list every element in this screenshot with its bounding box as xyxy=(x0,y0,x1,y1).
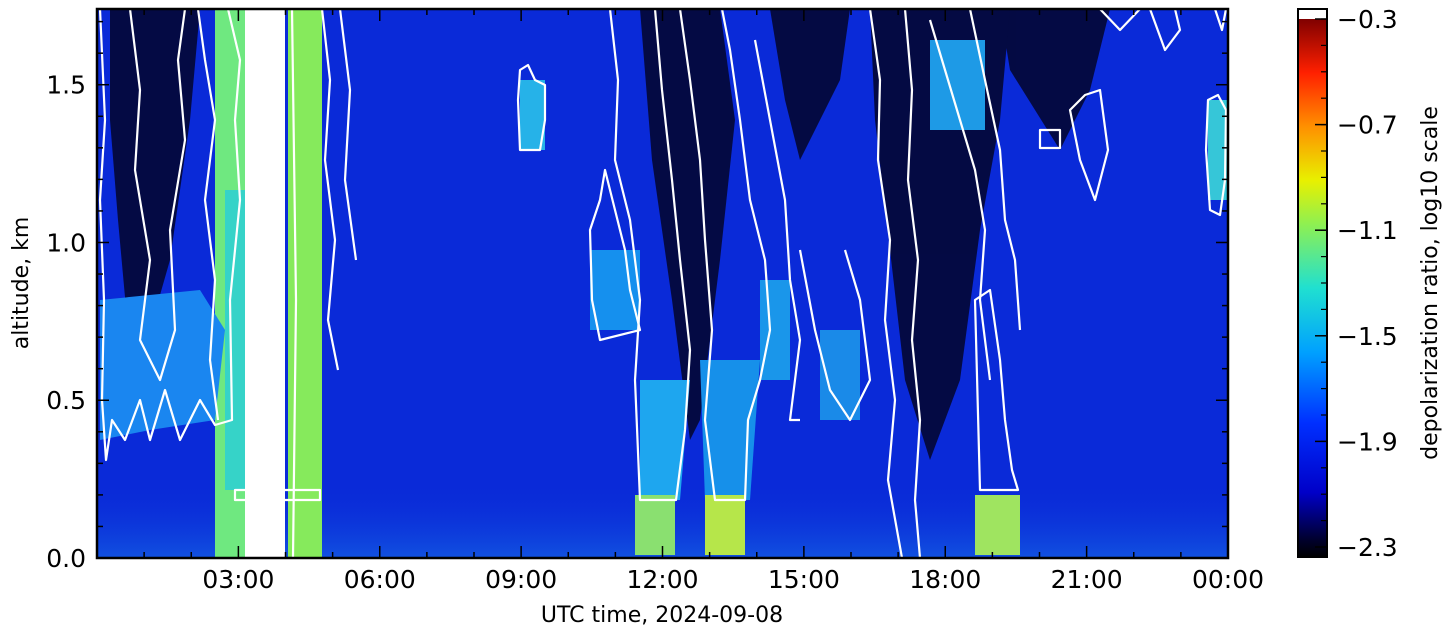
cloud-region xyxy=(930,40,985,130)
colorbar-tick-label: −0.7 xyxy=(1337,111,1398,140)
contour xyxy=(516,63,547,152)
x-tick-label: 12:00 xyxy=(626,565,698,594)
contour xyxy=(608,9,692,502)
contour xyxy=(753,39,802,422)
cloud-region xyxy=(820,330,860,420)
cloud-region xyxy=(635,495,675,555)
contour xyxy=(250,9,260,558)
y-axis-label: altitude, km xyxy=(9,217,34,350)
colorbar-tick-label: −2.3 xyxy=(1337,533,1398,562)
contour xyxy=(98,9,242,462)
contour xyxy=(320,9,340,371)
y-tick-label: 1.5 xyxy=(46,71,86,100)
cloud-region xyxy=(640,380,690,500)
colorbar-tick-label: −1.1 xyxy=(1337,216,1398,245)
colorbar: −0.3 −0.7 −1.1 −1.5 −1.9 −2.3 depolarization … xyxy=(1297,5,1443,562)
cloud-region xyxy=(1208,100,1228,200)
dark-region xyxy=(110,9,200,330)
contour xyxy=(196,9,220,421)
contour xyxy=(973,288,1020,492)
colorbar-tick-label: −0.3 xyxy=(1337,5,1398,34)
colorbar-tick-label: −1.9 xyxy=(1337,427,1398,456)
saturated-region xyxy=(245,9,285,558)
contour xyxy=(1213,9,1228,32)
cloud-region xyxy=(100,290,225,440)
x-tick-label: 00:00 xyxy=(1192,565,1264,594)
contour xyxy=(290,9,298,558)
x-tick-label: 15:00 xyxy=(768,565,840,594)
cloud-region xyxy=(760,280,790,380)
x-tick-label: 09:00 xyxy=(485,565,557,594)
contour xyxy=(588,168,642,342)
y-tick-label: 0.0 xyxy=(46,544,86,573)
contour xyxy=(1148,9,1182,52)
contour xyxy=(1204,93,1228,217)
contour xyxy=(968,9,1022,331)
dark-region xyxy=(640,9,735,440)
contour xyxy=(1068,88,1110,202)
contour xyxy=(128,9,187,382)
cloud-mask-contours xyxy=(98,9,1228,558)
contour xyxy=(903,9,922,558)
x-tick-label: 03:00 xyxy=(202,565,274,594)
colorbar-gradient xyxy=(1298,19,1327,557)
x-tick-label: 18:00 xyxy=(909,565,981,594)
colorbar-tick-label: −1.5 xyxy=(1337,322,1398,351)
dark-region xyxy=(1000,9,1110,150)
y-axis: 0.0 0.5 1.0 1.5 xyxy=(46,20,1228,573)
contour xyxy=(1038,128,1062,150)
colorbar-ticks: −0.3 −0.7 −1.1 −1.5 −1.9 −2.3 xyxy=(1315,5,1398,562)
contour xyxy=(276,9,284,558)
contour xyxy=(233,488,322,502)
dark-region xyxy=(770,9,850,160)
cloud-region xyxy=(700,360,760,500)
cloud-region xyxy=(590,250,640,330)
plot-area xyxy=(97,9,1228,558)
colorbar-label: depolarization ratio, log10 scale xyxy=(1418,106,1443,460)
contour xyxy=(928,19,992,381)
contour xyxy=(1099,9,1141,32)
cloud-region xyxy=(520,80,545,150)
x-axis: 03:00 06:00 09:00 12:00 15:00 18:00 21:00 00:00 xyxy=(143,9,1264,594)
contour xyxy=(798,249,872,422)
cloud-region xyxy=(705,495,745,555)
colorbar-over-max xyxy=(1298,9,1327,19)
x-axis-label: UTC time, 2024-09-08 xyxy=(541,603,783,628)
y-tick-label: 0.5 xyxy=(46,386,86,415)
y-tick-label: 1.0 xyxy=(46,228,86,257)
contour xyxy=(868,9,904,558)
cloud-region xyxy=(975,495,1020,555)
x-tick-label: 06:00 xyxy=(344,565,416,594)
x-tick-label: 21:00 xyxy=(1051,565,1123,594)
contour xyxy=(338,9,358,261)
contour xyxy=(678,9,772,502)
cloud-region xyxy=(225,190,245,490)
